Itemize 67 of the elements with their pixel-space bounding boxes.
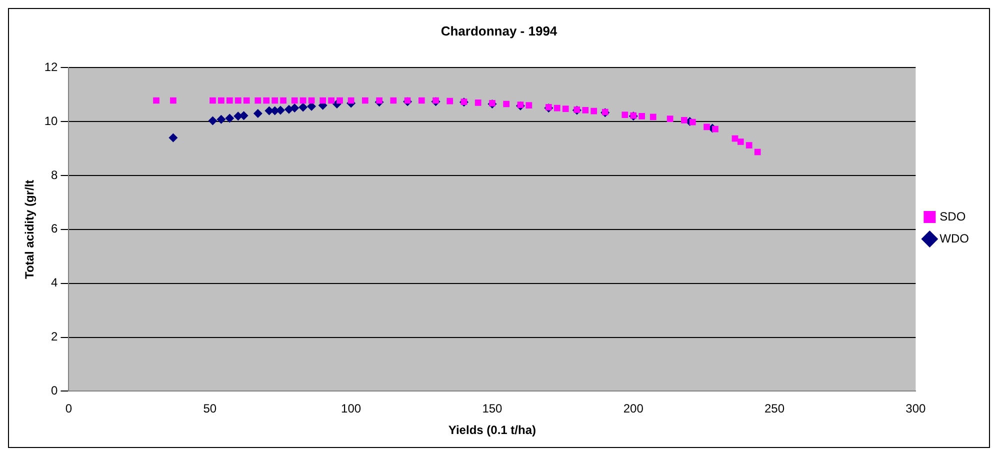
point [681, 117, 688, 124]
point [432, 97, 439, 104]
point [376, 97, 382, 104]
point [562, 106, 569, 112]
point [328, 97, 334, 104]
point [234, 97, 242, 104]
point [170, 97, 176, 104]
x-tick-label: 250 [764, 402, 785, 416]
point [298, 102, 308, 112]
point [526, 102, 532, 109]
point [474, 99, 482, 106]
x-tick-label: 100 [341, 402, 362, 416]
point [517, 102, 524, 108]
point [291, 97, 298, 104]
point [218, 97, 224, 104]
point [280, 97, 286, 104]
point [362, 97, 368, 104]
point [418, 97, 425, 104]
point [503, 100, 510, 108]
x-tick-label: 50 [203, 402, 217, 416]
y-axis-title: Total acidity (gr/lt [22, 180, 37, 279]
y-tick-label: 6 [51, 222, 58, 236]
point [320, 97, 326, 104]
point [737, 138, 744, 145]
point [712, 126, 718, 132]
point [638, 112, 646, 120]
x-tick-label: 200 [623, 402, 644, 416]
chart-title: Chardonnay - 1994 [440, 23, 558, 38]
point [226, 97, 233, 104]
point [704, 124, 710, 130]
x-tick-label: 150 [482, 402, 503, 416]
point [390, 97, 397, 104]
point [290, 104, 300, 113]
point [582, 107, 589, 114]
point [446, 98, 454, 104]
point [253, 108, 262, 118]
x-tick-label: 0 [65, 402, 72, 416]
point [210, 97, 216, 104]
point [225, 114, 234, 123]
point [554, 104, 560, 112]
y-tick-label: 2 [51, 330, 58, 344]
x-axis-title: Yields (0.1 t/ha) [448, 423, 536, 438]
point [650, 114, 656, 120]
y-tick-label: 8 [51, 168, 58, 182]
point [746, 142, 752, 148]
point [336, 97, 343, 104]
point [545, 104, 552, 110]
point [689, 118, 696, 126]
point [243, 97, 250, 104]
y-tick-label: 4 [51, 276, 58, 290]
y-tick-label: 10 [44, 114, 58, 128]
point [168, 133, 178, 142]
point [272, 97, 278, 104]
point [153, 97, 160, 104]
point [754, 148, 761, 156]
legend-label: SDO [940, 209, 966, 224]
y-tick-label: 12 [44, 60, 58, 74]
y-tick-label: 0 [51, 384, 58, 398]
point [622, 112, 628, 118]
point [216, 114, 226, 124]
point [666, 116, 674, 122]
x-tick-label: 300 [906, 402, 926, 416]
point [208, 116, 218, 126]
point [263, 97, 270, 104]
legend-label: WDO [940, 231, 969, 246]
point [254, 97, 262, 104]
point [590, 108, 598, 114]
